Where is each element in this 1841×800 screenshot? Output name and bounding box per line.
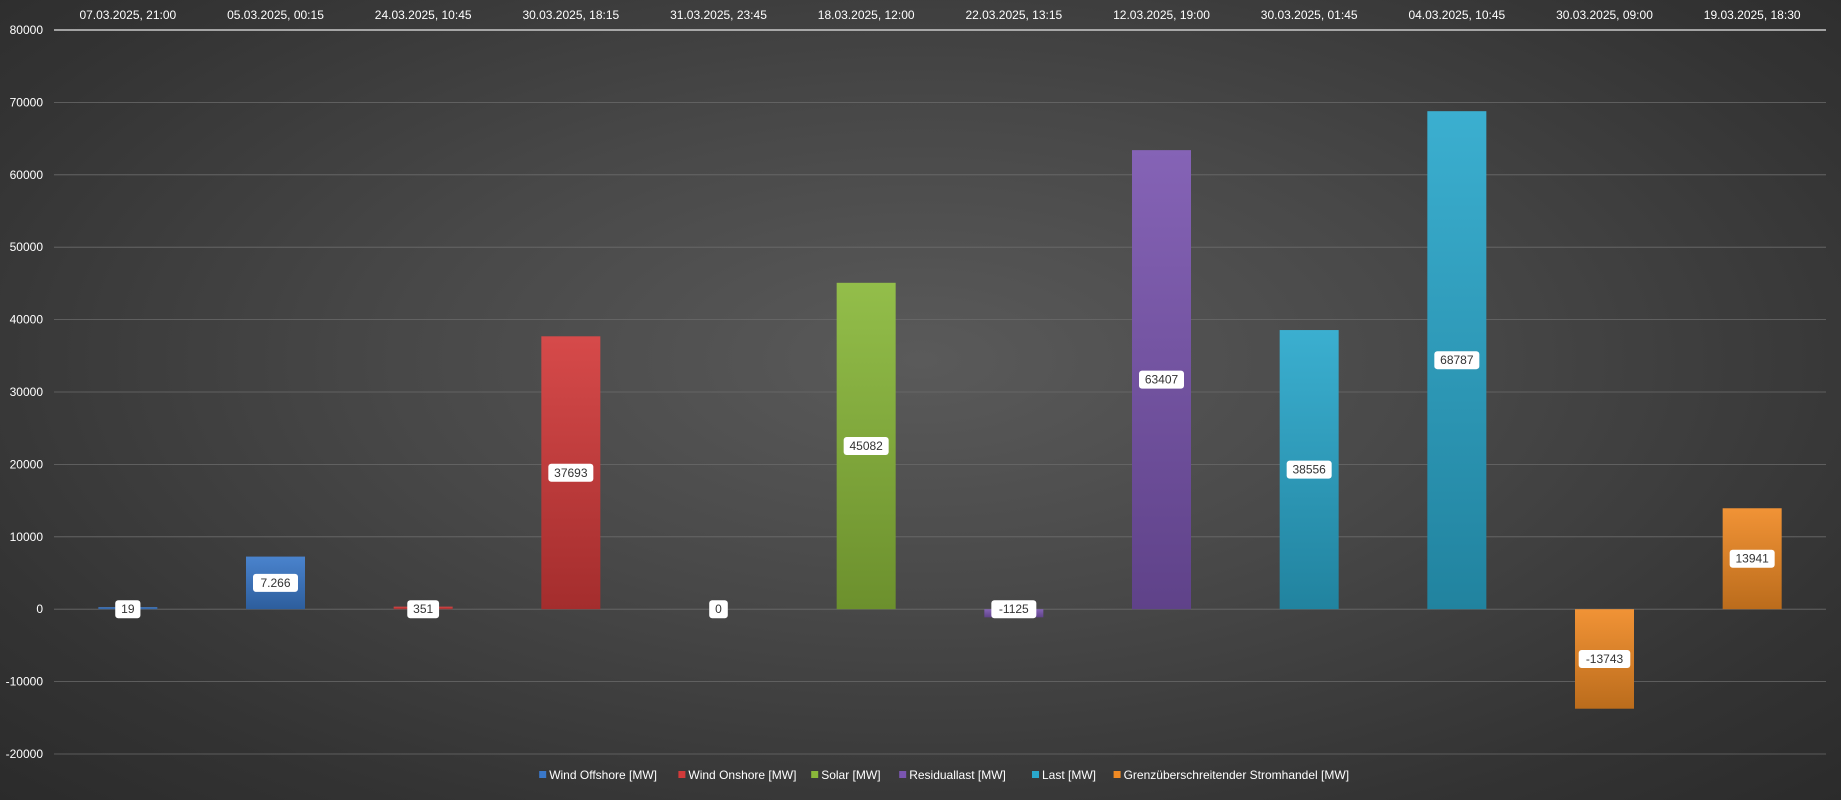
data-label-box xyxy=(548,463,594,482)
data-label-box xyxy=(253,573,298,592)
data-label-box xyxy=(1578,649,1631,668)
data-label-box xyxy=(1434,351,1480,370)
legend-item[interactable]: Wind Offshore [MW] xyxy=(549,768,657,782)
category-label: 31.03.2025, 23:45 xyxy=(670,8,767,22)
bars xyxy=(98,111,1782,709)
legend-item[interactable]: Last [MW] xyxy=(1042,768,1096,782)
data-label: 351 xyxy=(413,602,433,616)
data-label: 7.266 xyxy=(260,576,290,590)
data-label: -1125 xyxy=(999,602,1029,616)
data-label: 19 xyxy=(121,602,135,616)
data-label: 63407 xyxy=(1145,373,1179,387)
y-tick-label: 70000 xyxy=(10,95,44,109)
y-tick-label: 30000 xyxy=(10,385,44,399)
data-label: -13743 xyxy=(1586,652,1624,666)
category-label: 22.03.2025, 13:15 xyxy=(965,8,1062,22)
legend-swatch xyxy=(678,771,686,778)
data-label: 38556 xyxy=(1292,463,1326,477)
category-label: 30.03.2025, 18:15 xyxy=(522,8,619,22)
data-label: 13941 xyxy=(1735,552,1769,566)
category-label: 30.03.2025, 01:45 xyxy=(1261,8,1358,22)
data-label-box xyxy=(1729,549,1775,568)
data-label-box xyxy=(709,600,728,619)
data-label-box xyxy=(991,600,1037,619)
y-tick-label: 40000 xyxy=(10,313,44,327)
legend-item[interactable]: Solar [MW] xyxy=(821,768,880,782)
data-label: 45082 xyxy=(849,439,883,453)
data-label-box xyxy=(843,437,889,456)
y-tick-label: 10000 xyxy=(10,530,44,544)
gridlines xyxy=(54,29,1826,755)
category-label: 07.03.2025, 21:00 xyxy=(79,8,176,22)
legend-swatch xyxy=(811,771,819,778)
data-label: 68787 xyxy=(1440,353,1474,367)
category-label: 19.03.2025, 18:30 xyxy=(1704,8,1801,22)
data-label-box xyxy=(115,600,141,619)
y-tick-label: 50000 xyxy=(10,240,44,254)
category-label: 30.03.2025, 09:00 xyxy=(1556,8,1653,22)
data-label-box xyxy=(407,600,440,619)
category-label: 12.03.2025, 19:00 xyxy=(1113,8,1210,22)
category-axis: 07.03.2025, 21:00 05.03.2025, 00:15 24.03.… xyxy=(79,8,1800,22)
y-tick-label: -10000 xyxy=(6,675,44,689)
legend[interactable]: Wind Offshore [MW] Wind Onshore [MW] Solar… xyxy=(539,768,1349,782)
category-label: 18.03.2025, 12:00 xyxy=(818,8,915,22)
category-label: 04.03.2025, 10:45 xyxy=(1408,8,1505,22)
data-label-box xyxy=(1139,370,1184,389)
legend-swatch xyxy=(899,771,907,778)
legend-item[interactable]: Residuallast [MW] xyxy=(909,768,1006,782)
y-tick-label: 60000 xyxy=(10,168,44,182)
y-tick-label: 80000 xyxy=(10,23,44,37)
legend-swatch xyxy=(1032,771,1039,778)
legend-item[interactable]: Grenzüberschreitender Stromhandel [MW] xyxy=(1124,768,1349,782)
category-label: 24.03.2025, 10:45 xyxy=(375,8,472,22)
legend-swatch xyxy=(539,771,547,778)
data-label: 37693 xyxy=(554,466,588,480)
data-label-box xyxy=(1286,460,1332,479)
category-label: 05.03.2025, 00:15 xyxy=(227,8,324,22)
data-labels: 19 7.266 351 37693 0 45082 -1125 63407 38556 6878… xyxy=(115,351,1775,668)
y-tick-label: 0 xyxy=(36,602,43,616)
data-label: 0 xyxy=(715,602,722,616)
y-tick-label: 20000 xyxy=(10,457,44,471)
y-tick-label: -20000 xyxy=(6,747,44,761)
legend-item[interactable]: Wind Onshore [MW] xyxy=(688,768,796,782)
legend-swatch xyxy=(1113,771,1121,778)
y-axis: 80000 70000 60000 50000 40000 30000 20000 10000… xyxy=(6,23,44,761)
